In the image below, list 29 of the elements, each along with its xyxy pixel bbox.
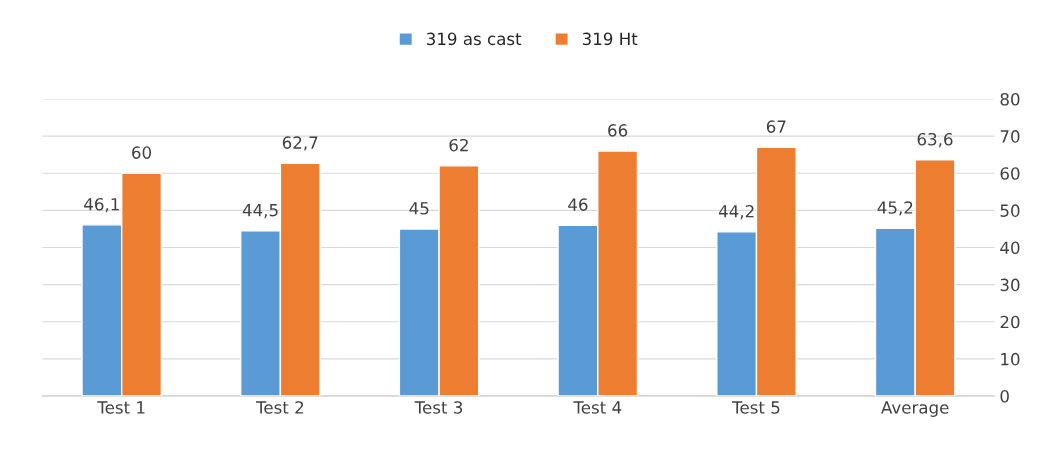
data-label: 46 [568,198,588,211]
data-label: 67 [766,120,786,133]
x-tick-label: Test 2 [255,401,304,414]
x-tick-label: Average [881,401,949,417]
y-tick-label: 70 [1000,130,1020,143]
data-label: 66 [608,124,628,137]
data-label: 46,1 [84,197,119,213]
y-tick-label: 50 [1000,204,1020,217]
y-tick-label: 60 [1000,167,1020,180]
x-tick-label: Test 4 [573,401,622,414]
data-label: 44,5 [242,204,278,219]
data-label: 45,2 [877,201,913,216]
legend-label: 319 Ht [582,32,638,46]
data-label: 63,6 [917,132,953,148]
y-tick-label: 10 [1001,352,1020,366]
x-tick-label: Test 5 [732,401,780,414]
x-tick-label: Test 3 [414,401,463,414]
y-tick-label: 30 [1000,278,1020,292]
x-tick-label: Test 1 [97,401,145,414]
data-label: 62 [449,138,468,152]
legend-label: 319 as cast [426,32,522,46]
data-label: 60 [132,146,151,159]
data-label: 62,7 [282,136,318,151]
data-label: 44,2 [718,204,754,220]
y-tick-label: 80 [1000,92,1020,106]
y-tick-label: 0 [1000,389,1009,403]
y-tick-label: 40 [1000,241,1020,255]
y-tick-label: 20 [1000,315,1020,329]
data-label: 45 [409,202,429,215]
